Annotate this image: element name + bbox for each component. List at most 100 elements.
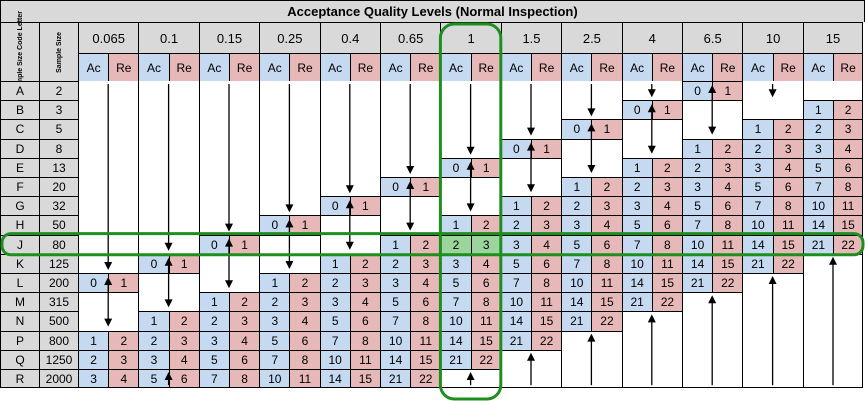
ac-value: 2 [742, 138, 773, 158]
ac-value: 5 [682, 196, 713, 216]
aql-level-header: 4 [621, 22, 682, 53]
ac-value: 7 [198, 369, 229, 389]
re-value: 3 [712, 157, 743, 177]
ac-value: 1 [682, 138, 713, 158]
ac-value: 3 [440, 253, 471, 273]
empty-cell [500, 100, 562, 120]
empty-cell [621, 369, 682, 389]
empty-cell [78, 119, 139, 139]
empty-cell [198, 157, 260, 177]
ac-value: 2 [78, 349, 109, 369]
ac-value: 14 [742, 234, 773, 254]
aql-level-header: 0.25 [259, 22, 320, 53]
ac-value: 10 [621, 253, 652, 273]
sample-size: 800 [39, 330, 78, 350]
re-value: 15 [833, 215, 864, 235]
ac-value: 14 [682, 253, 713, 273]
empty-cell [138, 196, 199, 216]
ac-value: 21 [440, 349, 471, 369]
re-value: 4 [772, 157, 803, 177]
ac-value: 7 [500, 273, 531, 293]
ac-value: 0 [621, 100, 652, 120]
re-value: 2 [229, 292, 260, 312]
ac-value: 0 [78, 273, 109, 293]
aql-level-header: 10 [742, 22, 803, 53]
empty-cell [259, 177, 320, 197]
empty-cell [380, 100, 441, 120]
re-value: 8 [651, 234, 682, 254]
ac-header: Ac [78, 53, 109, 81]
empty-cell [259, 253, 320, 273]
empty-cell [78, 157, 139, 177]
re-value: 3 [168, 330, 199, 350]
ac-value: 21 [500, 330, 531, 350]
re-value: 8 [712, 215, 743, 235]
re-value: 15 [651, 273, 682, 293]
ac-header: Ac [802, 53, 833, 81]
empty-cell [682, 349, 743, 369]
ac-value: 2 [319, 273, 350, 293]
re-value: 4 [410, 273, 441, 293]
ac-value: 5 [561, 234, 592, 254]
code-letter: R [0, 369, 39, 389]
aql-level-header: 0.1 [138, 22, 199, 53]
ac-value: 5 [742, 177, 773, 197]
empty-cell [259, 81, 320, 101]
aql-level-header: 0.4 [319, 22, 380, 53]
sample-size: 1250 [39, 349, 78, 369]
re-value: 15 [591, 292, 622, 312]
empty-cell [682, 292, 743, 312]
re-value: 3 [833, 119, 864, 139]
re-header: Re [591, 53, 622, 81]
re-value: 6 [168, 369, 199, 389]
code-letter: M [0, 292, 39, 312]
ac-value: 1 [621, 157, 652, 177]
empty-cell [682, 119, 743, 139]
re-value: 11 [712, 234, 743, 254]
empty-cell [682, 311, 743, 331]
empty-cell [259, 234, 320, 254]
ac-value: 7 [561, 253, 592, 273]
re-header: Re [833, 53, 864, 81]
empty-cell [742, 330, 803, 350]
empty-cell [802, 253, 864, 273]
empty-cell [682, 369, 743, 389]
re-header: Re [289, 53, 320, 81]
ac-value: 2 [138, 330, 169, 350]
re-header: Re [712, 53, 743, 81]
ac-value: 0 [138, 253, 169, 273]
ac-value: 14 [500, 311, 531, 331]
ac-header: Ac [380, 53, 411, 81]
ac-header: Ac [742, 53, 773, 81]
empty-cell [78, 196, 139, 216]
ac-value: 14 [802, 215, 833, 235]
re-value: 1 [591, 119, 622, 139]
re-value: 2 [470, 215, 501, 235]
re-header: Re [772, 53, 803, 81]
ac-value: 3 [138, 349, 169, 369]
empty-cell [682, 330, 743, 350]
empty-cell [380, 119, 441, 139]
ac-value: 3 [682, 177, 713, 197]
re-value: 1 [651, 100, 682, 120]
re-value: 22 [591, 311, 622, 331]
re-value: 1 [168, 253, 199, 273]
re-value: 2 [289, 273, 320, 293]
re-value: 22 [772, 253, 803, 273]
re-value: 4 [289, 311, 320, 331]
code-letter: F [0, 177, 39, 197]
ac-value: 10 [802, 196, 833, 216]
re-value: 6 [712, 196, 743, 216]
empty-cell [138, 100, 199, 120]
code-letter: B [0, 100, 39, 120]
sample-size: 315 [39, 292, 78, 312]
re-value: 6 [410, 292, 441, 312]
ac-value: 1 [198, 292, 229, 312]
ac-value: 2 [380, 253, 411, 273]
ac-value: 5 [621, 215, 652, 235]
ac-value: 21 [561, 311, 592, 331]
empty-cell [621, 311, 682, 331]
empty-cell [440, 138, 501, 158]
re-value: 4 [349, 292, 380, 312]
re-value: 11 [470, 311, 501, 331]
